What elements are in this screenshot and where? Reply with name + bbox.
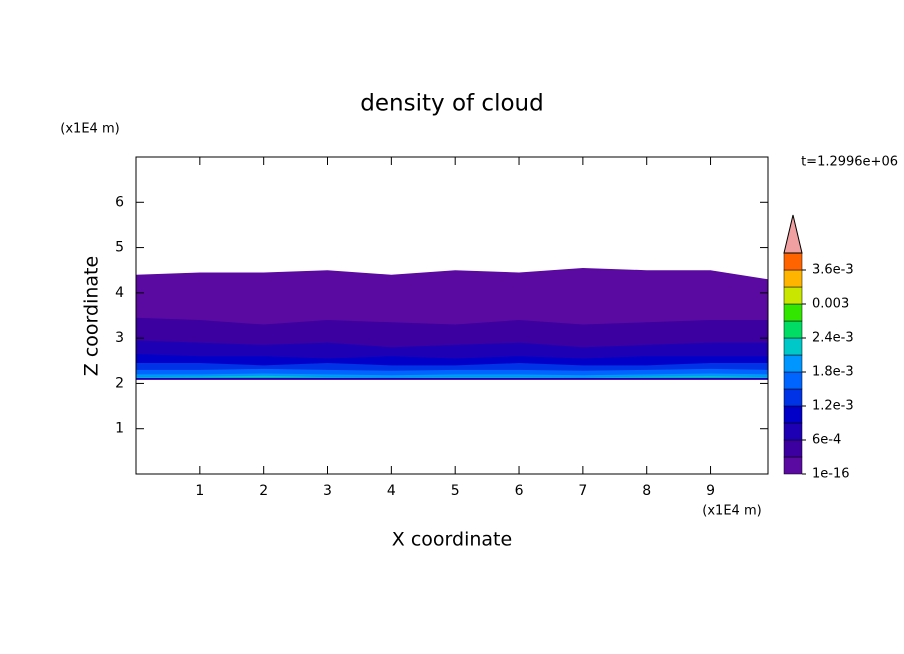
x-tick-label: 4 — [387, 483, 396, 499]
colorbar-band — [783, 456, 803, 475]
x-tick-label: 6 — [515, 483, 524, 499]
y-tick-label: 2 — [115, 375, 124, 391]
colorbar-band — [783, 354, 803, 373]
x-unit: (x1E4 m) — [702, 504, 761, 519]
colorbar-label: 1e-16 — [812, 467, 850, 482]
plot-frame — [135, 156, 769, 475]
colorbar-band — [783, 422, 803, 441]
colorbar-label: 2.4e-3 — [812, 331, 854, 346]
colorbar-band — [783, 388, 803, 407]
colorbar-label: 0.003 — [812, 297, 849, 312]
colorbar-label: 1.8e-3 — [812, 365, 854, 380]
x-tick-label: 2 — [259, 483, 268, 499]
colorbar-band — [783, 303, 803, 322]
colorbar-band — [783, 439, 803, 458]
colorbar-extension — [783, 214, 803, 254]
x-axis-label: X coordinate — [392, 529, 512, 551]
x-tick-label: 1 — [195, 483, 204, 499]
colorbar-band — [783, 337, 803, 356]
chart-title: density of cloud — [360, 91, 543, 117]
colorbar-band — [783, 371, 803, 390]
colorbar-band — [783, 252, 803, 271]
y-unit: (x1E4 m) — [60, 122, 119, 137]
colorbar-band — [783, 320, 803, 339]
y-tick-label: 5 — [115, 240, 124, 256]
y-tick-label: 6 — [115, 194, 124, 210]
colorbar-band — [783, 405, 803, 424]
colorbar-label: 1.2e-3 — [812, 399, 854, 414]
colorbar-label: 6e-4 — [812, 433, 841, 448]
y-tick-label: 4 — [115, 285, 124, 301]
colorbar-band — [783, 269, 803, 288]
x-tick-label: 8 — [642, 483, 651, 499]
y-tick-label: 1 — [115, 421, 124, 437]
time-label: t=1.2996e+06 — [801, 155, 898, 170]
colorbar-band — [783, 286, 803, 305]
x-tick-label: 7 — [578, 483, 587, 499]
x-tick-label: 9 — [706, 483, 715, 499]
y-axis-label: Z coordinate — [81, 256, 103, 376]
x-tick-label: 5 — [451, 483, 460, 499]
x-tick-label: 3 — [323, 483, 332, 499]
colorbar-label: 3.6e-3 — [812, 263, 854, 278]
y-tick-label: 3 — [115, 330, 124, 346]
